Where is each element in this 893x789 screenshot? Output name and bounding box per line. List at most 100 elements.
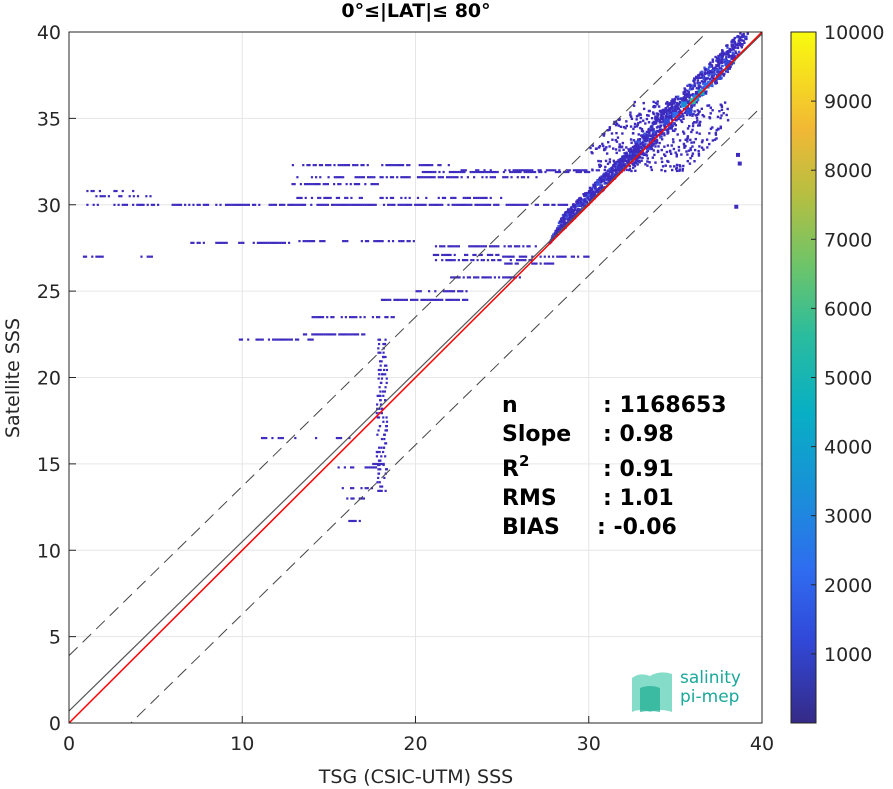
- density-point: [391, 164, 394, 167]
- density-point: [667, 160, 670, 163]
- density-point: [717, 54, 720, 58]
- density-point: [731, 38, 734, 42]
- density-point: [478, 245, 481, 248]
- density-point: [526, 203, 529, 206]
- density-point: [121, 189, 124, 193]
- density-point: [488, 253, 492, 257]
- density-point: [354, 176, 357, 179]
- density-point: [670, 107, 674, 110]
- density-point: [424, 203, 427, 206]
- density-point: [592, 192, 596, 196]
- density-point: [744, 36, 747, 39]
- density-point: [450, 290, 454, 293]
- density-point: [631, 162, 634, 165]
- stat-slope-label: Slope: [502, 422, 571, 447]
- density-point: [399, 298, 402, 301]
- density-point: [554, 229, 557, 233]
- density-point: [383, 476, 386, 480]
- density-point: [453, 259, 456, 262]
- density-point: [659, 116, 662, 120]
- density-point: [352, 497, 355, 500]
- density-point: [653, 139, 657, 143]
- density-point: [448, 176, 451, 179]
- density-point: [442, 170, 445, 174]
- density-point: [420, 164, 423, 167]
- density-point: [484, 170, 487, 174]
- density-point: [504, 169, 507, 172]
- density-point: [294, 338, 298, 341]
- density-point: [478, 203, 481, 206]
- density-point: [698, 110, 701, 113]
- density-point: [638, 147, 641, 150]
- density-point: [566, 213, 569, 216]
- density-point: [323, 196, 326, 200]
- density-point: [725, 44, 728, 47]
- density-point: [736, 152, 741, 157]
- density-point: [557, 225, 560, 228]
- density-point: [630, 155, 634, 158]
- density-point: [267, 338, 271, 341]
- density-point: [281, 203, 284, 206]
- density-point: [652, 128, 655, 131]
- density-point: [704, 92, 708, 95]
- density-point: [420, 203, 423, 206]
- density-point: [567, 218, 571, 222]
- density-point: [472, 245, 475, 248]
- density-point: [703, 66, 706, 69]
- density-point: [123, 203, 126, 206]
- density-point: [658, 121, 661, 124]
- density-point: [660, 117, 663, 120]
- density-point: [703, 72, 707, 76]
- density-point: [696, 109, 699, 112]
- density-point: [353, 203, 357, 206]
- density-point: [496, 170, 499, 174]
- density-point: [282, 338, 285, 341]
- density-point: [263, 436, 266, 440]
- density-point: [283, 203, 286, 206]
- density-point: [380, 437, 384, 441]
- density-point: [378, 373, 381, 376]
- density-point: [485, 176, 488, 179]
- density-point: [323, 240, 326, 243]
- density-point: [631, 132, 635, 135]
- density-point: [377, 338, 380, 341]
- density-point: [722, 52, 726, 55]
- density-point: [658, 141, 661, 145]
- density-point: [441, 245, 444, 248]
- density-point: [591, 189, 594, 192]
- density-point: [686, 94, 690, 98]
- density-point: [606, 182, 610, 185]
- density-point: [744, 37, 748, 41]
- density-point: [708, 117, 712, 120]
- density-point: [497, 276, 501, 279]
- density-point: [664, 108, 668, 112]
- density-point: [357, 183, 361, 186]
- density-point: [145, 195, 148, 198]
- density-point: [657, 112, 660, 116]
- density-point: [591, 168, 594, 171]
- density-point: [381, 176, 384, 179]
- density-point: [258, 241, 262, 244]
- density-point: [350, 497, 353, 500]
- density-point: [150, 203, 153, 206]
- density-point: [486, 203, 490, 206]
- density-point: [675, 163, 679, 167]
- density-point: [644, 142, 647, 146]
- density-point: [120, 195, 123, 198]
- stat-rms-value: : 1.01: [603, 486, 674, 511]
- density-point: [617, 168, 621, 171]
- density-point: [636, 123, 639, 127]
- density-point: [157, 203, 160, 206]
- density-point: [720, 52, 723, 55]
- density-point: [703, 80, 707, 83]
- density-point: [504, 176, 507, 179]
- density-point: [461, 170, 464, 174]
- density-point: [443, 245, 446, 248]
- density-point: [385, 381, 388, 385]
- stat-bias-label: BIAS: [502, 515, 560, 540]
- density-point: [732, 61, 735, 65]
- density-point: [495, 203, 498, 206]
- density-point: [416, 203, 419, 206]
- density-point: [366, 203, 369, 206]
- density-point: [451, 298, 454, 301]
